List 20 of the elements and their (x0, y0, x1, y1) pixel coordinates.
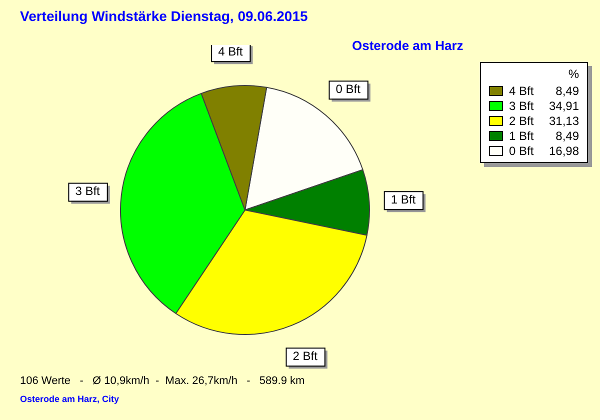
data-label: 34,91 (548, 98, 579, 112)
slice-label: 2 Bft (292, 348, 318, 363)
chart-subtitle: Osterode am Harz (352, 38, 464, 53)
slice-label: 4 Bft (218, 44, 244, 58)
legend-label: 2 Bft (509, 114, 535, 128)
slice-label: 0 Bft (336, 82, 362, 96)
slice-label: 3 Bft (75, 184, 101, 198)
data-label: 31,13 (548, 114, 579, 128)
data-label: 16,98 (548, 144, 579, 158)
legend-label: 3 Bft (509, 98, 535, 112)
text: 106 Werte - Ø 10,9km/h - Max. 26,7km/h - 589.9 km (20, 375, 305, 387)
data-label: 8,49 (554, 84, 579, 98)
legend-label: 1 Bft (509, 128, 535, 142)
legend-label: 4 Bft (509, 84, 535, 98)
legend-label: 0 Bft (509, 144, 535, 158)
text: Osterode am Harz, City (20, 394, 120, 404)
legend-title: % (567, 67, 579, 81)
data-label: 8,49 (554, 128, 579, 142)
chart-title: Verteilung Windstärke Dienstag, 09.06.2015 (20, 8, 308, 24)
slice-label: 1 Bft (390, 192, 416, 206)
